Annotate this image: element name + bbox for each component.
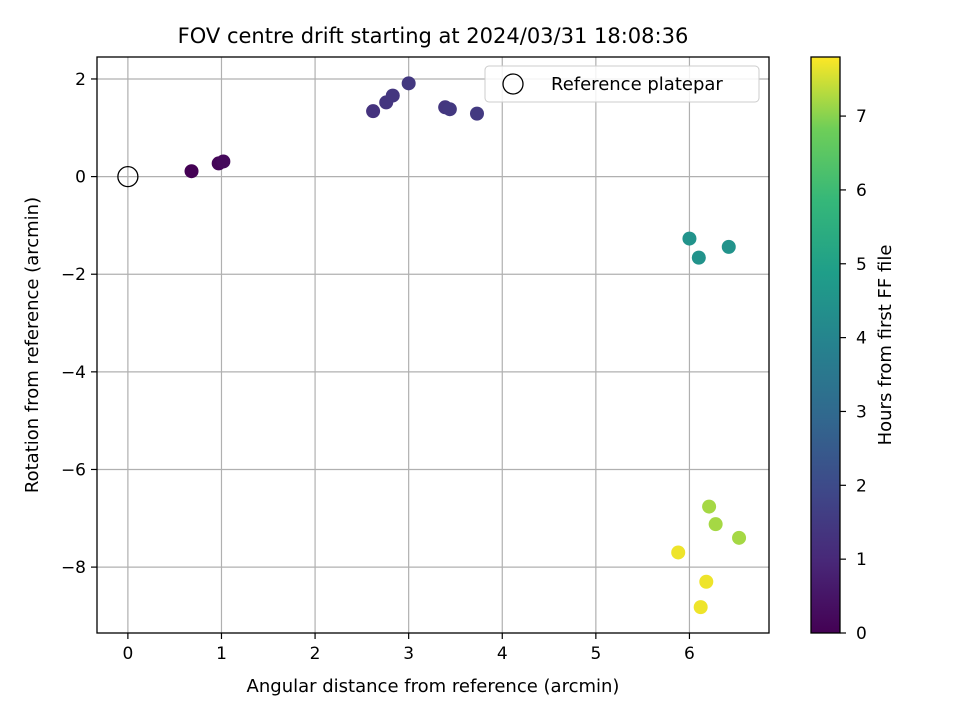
y-tick-label: −2: [61, 265, 86, 285]
y-axis-ticks: 2 0 −2 −4 −6 −8: [61, 70, 97, 578]
chart-title: FOV centre drift starting at 2024/03/31 …: [178, 24, 689, 48]
x-tick-label: 6: [684, 644, 695, 664]
colorbar-tick-label: 4: [856, 329, 867, 349]
legend-label: Reference platepar: [551, 74, 723, 95]
x-tick-label: 0: [122, 644, 133, 664]
colorbar-tick-label: 5: [856, 255, 867, 275]
colorbar-tick-label: 3: [856, 402, 867, 422]
scatter-point: [682, 231, 697, 246]
scatter-point: [708, 517, 723, 532]
scatter-point: [691, 250, 706, 265]
y-axis-label: Rotation from reference (arcmin): [22, 197, 43, 493]
x-tick-label: 2: [310, 644, 321, 664]
x-tick-label: 1: [216, 644, 227, 664]
scatter-point: [721, 239, 736, 254]
x-tick-label: 3: [403, 644, 414, 664]
y-tick-label: 2: [75, 70, 86, 90]
legend: Reference platepar: [484, 65, 760, 103]
x-tick-label: 5: [590, 644, 601, 664]
y-tick-label: −8: [61, 558, 86, 578]
scatter-point: [702, 499, 717, 514]
data-points: [184, 76, 747, 615]
scatter-point: [699, 574, 714, 589]
plot-area-frame: [96, 56, 770, 634]
x-tick-label: 4: [497, 644, 508, 664]
y-tick-label: 0: [75, 168, 86, 188]
colorbar-tick-label: 2: [856, 476, 867, 496]
colorbar-label: Hours from first FF file: [875, 245, 896, 446]
scatter-point: [671, 545, 686, 560]
colorbar-tick-label: 6: [856, 181, 867, 201]
y-tick-label: −4: [61, 363, 86, 383]
scatter-point: [442, 102, 457, 117]
reference-point-layer: [117, 165, 139, 188]
scatter-point: [693, 600, 708, 615]
y-tick-label: −6: [61, 460, 86, 480]
colorbar-tick-label: 1: [856, 550, 867, 570]
colorbar-tick-label: 7: [856, 107, 867, 127]
scatter-point: [385, 88, 400, 103]
legend-marker: [502, 73, 524, 95]
scatter-point: [216, 154, 231, 169]
scatter-point: [366, 104, 381, 119]
reference-platepar-marker: [117, 165, 139, 188]
legend-box: [484, 65, 760, 103]
scatter-point: [401, 76, 416, 91]
scatter-point: [732, 530, 747, 545]
colorbar-gradient: [810, 56, 841, 634]
x-axis-ticks: 0 1 2 3 4 5 6: [122, 633, 695, 664]
colorbar-tick-label: 0: [856, 624, 867, 644]
colorbar-ticks: 0 1 2 3 4 5 6 7: [840, 107, 867, 644]
scatter-point: [469, 106, 484, 121]
scatter-point: [184, 164, 199, 179]
grid-lines: [97, 57, 769, 633]
x-axis-label: Angular distance from reference (arcmin): [247, 676, 620, 697]
